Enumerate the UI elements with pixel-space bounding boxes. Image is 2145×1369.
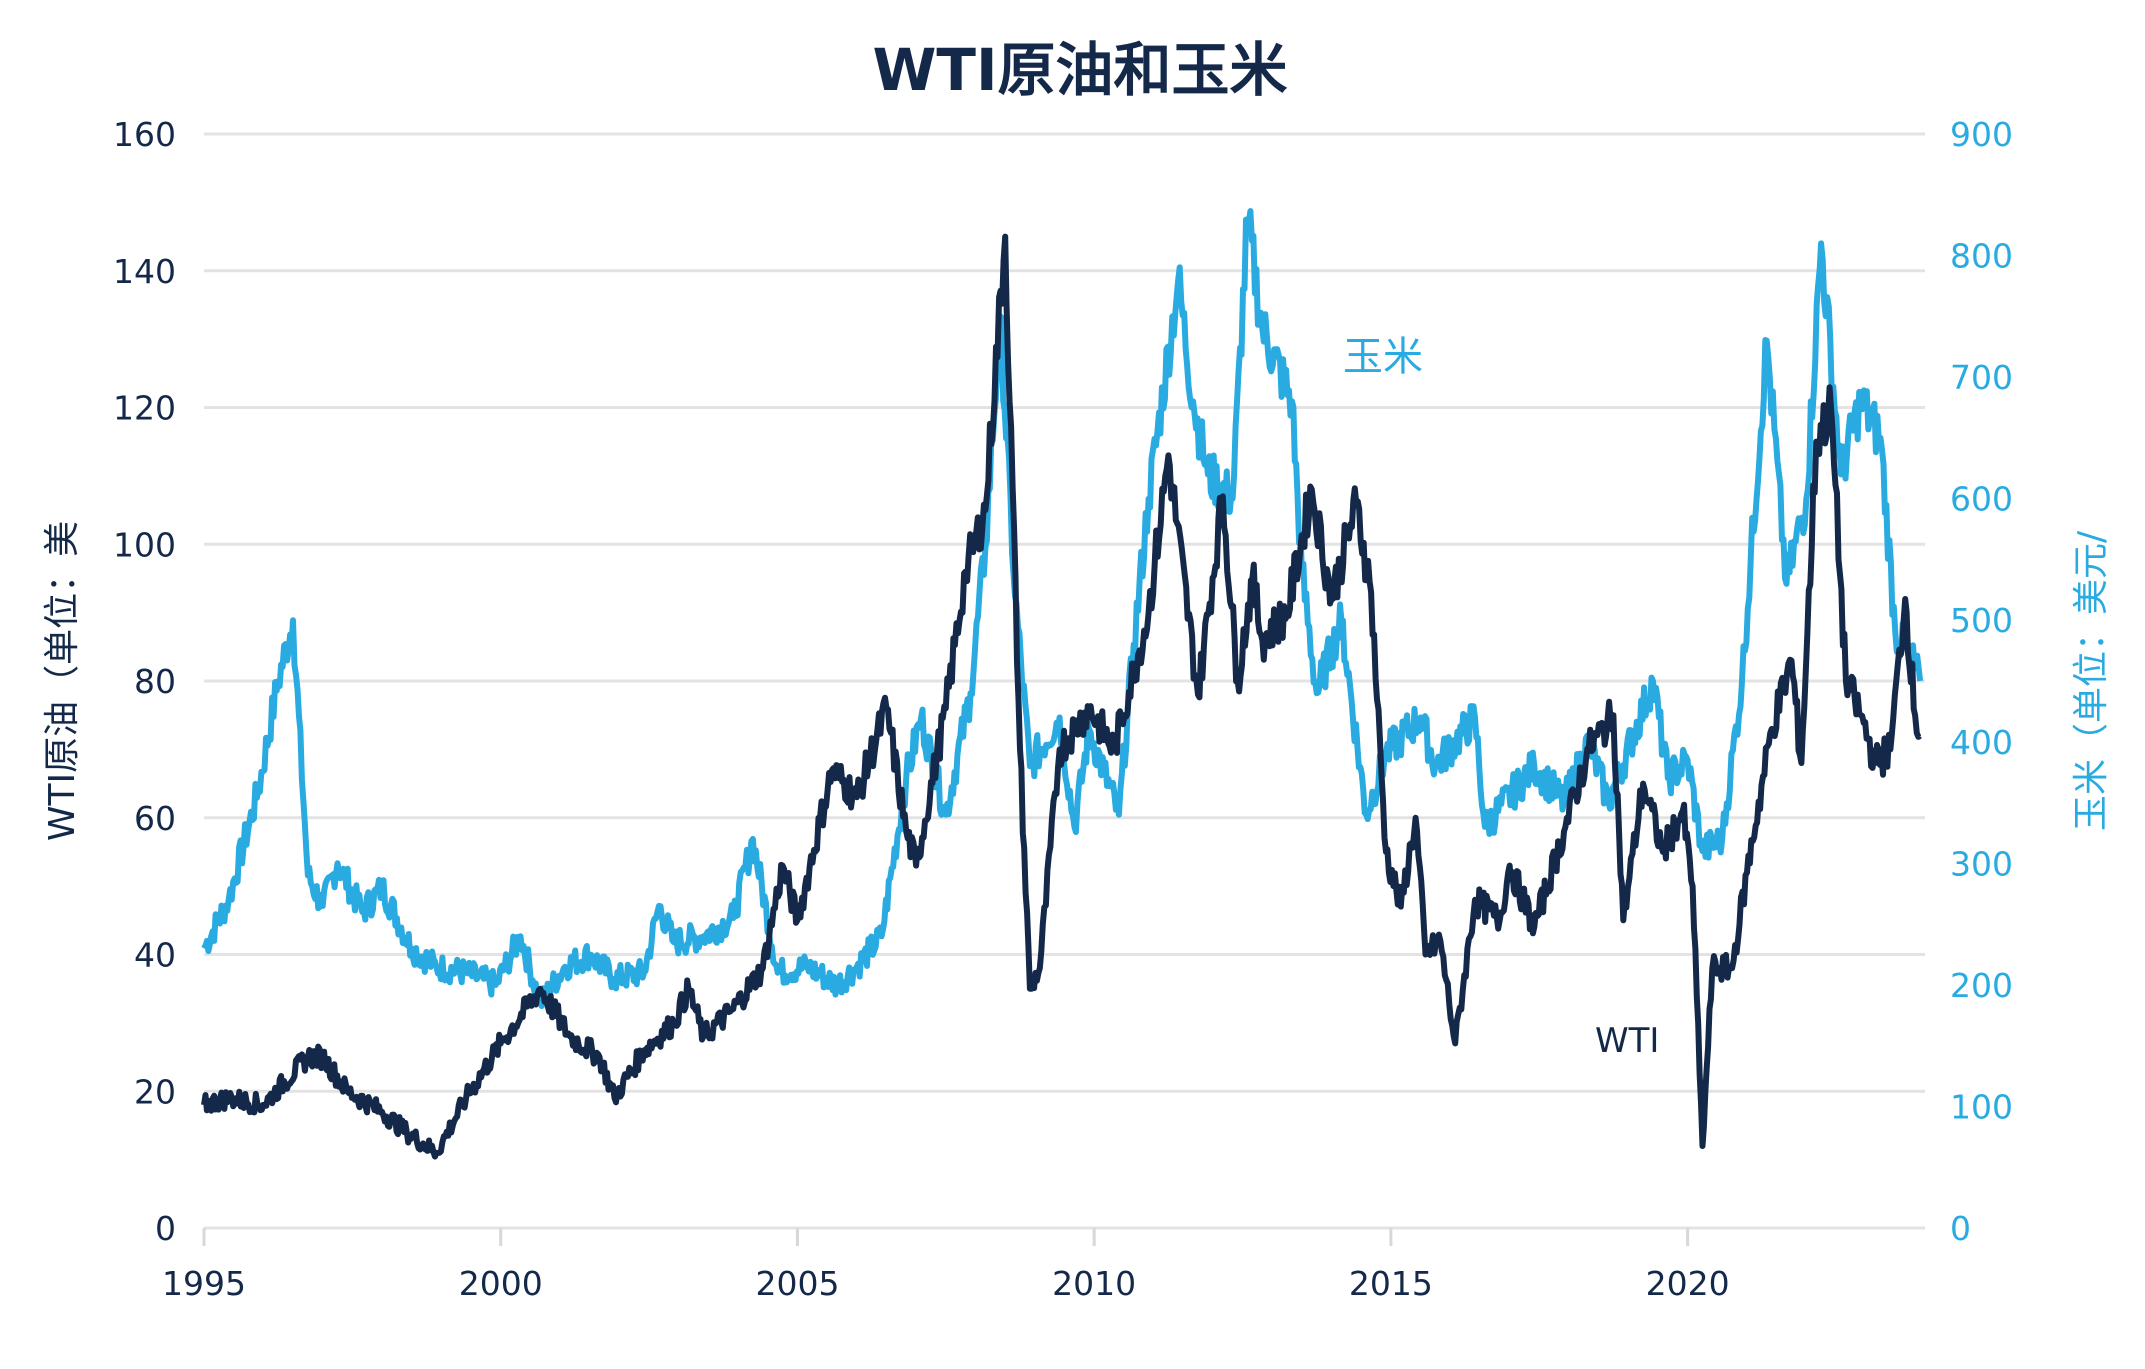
- right-tick-label: 200: [1950, 966, 2013, 1005]
- right-tick-label: 400: [1950, 723, 2013, 762]
- wti-line: [201, 233, 1922, 1160]
- x-tick-label: 2005: [755, 1264, 839, 1303]
- x-axis-ticks: 1995 2000 2005 2010 2015 2020: [162, 1228, 1730, 1303]
- left-axis-label: WTI原油（单位：美: [42, 521, 83, 841]
- right-tick-label: 600: [1950, 480, 2013, 519]
- right-tick-label: 900: [1950, 115, 2013, 154]
- x-tick-label: 2015: [1349, 1264, 1433, 1303]
- right-tick-label: 700: [1950, 358, 2013, 397]
- corn-series-label: 玉米: [1343, 334, 1423, 380]
- right-tick-label: 800: [1950, 237, 2013, 276]
- right-tick-label: 100: [1950, 1087, 2013, 1126]
- corn-line: [201, 208, 1924, 1009]
- x-tick-label: 2000: [459, 1264, 543, 1303]
- right-tick-label: 0: [1950, 1209, 1971, 1248]
- left-tick-label: 60: [134, 799, 176, 838]
- left-axis-ticks: 0 20 40 60 80 100 120 140 160: [113, 115, 176, 1248]
- series-lines: [201, 208, 1924, 1160]
- left-tick-label: 100: [113, 525, 176, 564]
- left-tick-label: 20: [134, 1072, 176, 1111]
- left-tick-label: 120: [113, 389, 176, 428]
- left-tick-label: 80: [134, 662, 176, 701]
- wti-series-label: WTI: [1595, 1021, 1659, 1061]
- chart-title: WTI原油和玉米: [872, 36, 1287, 104]
- right-axis-ticks: 0 100 200 300 400 500 600 700 800 900: [1950, 115, 2013, 1248]
- x-tick-label: 2010: [1052, 1264, 1136, 1303]
- right-tick-label: 300: [1950, 844, 2013, 883]
- right-axis-label: 玉米（单位：美元/: [2071, 530, 2112, 831]
- x-tick-label: 1995: [162, 1264, 246, 1303]
- left-tick-label: 0: [155, 1209, 176, 1248]
- left-tick-label: 140: [113, 252, 176, 291]
- left-tick-label: 40: [134, 936, 176, 975]
- left-tick-label: 160: [113, 115, 176, 154]
- x-tick-label: 2020: [1646, 1264, 1730, 1303]
- gridlines: [204, 132, 1925, 1230]
- right-tick-label: 500: [1950, 601, 2013, 640]
